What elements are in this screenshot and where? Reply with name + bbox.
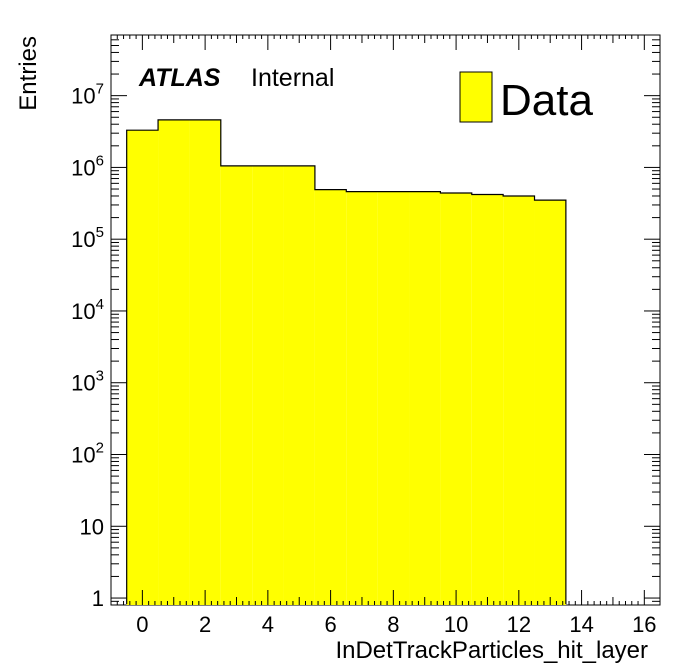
histogram-bin [126,130,159,605]
axis-ticks [110,34,660,606]
x-tick-label: 4 [262,612,274,637]
legend-label: Data [500,76,593,125]
histogram-bin [377,191,410,605]
histogram-bin [189,119,221,605]
x-tick-label: 8 [387,612,399,637]
y-tick-labels: 1 10 102 103 104 105 106 107 [71,81,104,611]
histogram-bin [409,191,441,605]
x-tick-label: 14 [569,612,593,637]
y-tick-label: 104 [71,296,104,324]
x-tick-label: 12 [507,612,531,637]
histogram-bin [503,195,535,605]
y-tick-label: 103 [71,368,104,396]
x-tick-label: 0 [136,612,148,637]
y-tick-label: 107 [71,81,104,109]
histogram-outline [126,119,567,604]
atlas-label-text: Internal [251,64,334,92]
y-tick-label: 102 [71,440,104,468]
histogram-bin [252,165,284,605]
y-tick-label: 106 [71,152,104,180]
histogram-bin [314,189,347,605]
histogram-bin [283,165,315,605]
x-tick-label: 2 [199,612,211,637]
histogram-bin [346,191,378,605]
histogram-bin [440,193,472,605]
histogram-bin [534,200,566,606]
x-tick-label: 16 [632,612,656,637]
histogram-bars [126,119,567,606]
histogram-bin [220,165,253,605]
y-tick-label: 105 [71,224,104,252]
x-axis-title: InDetTrackParticles_hit_layer [335,637,648,664]
y-tick-label: 1 [92,586,104,611]
histogram-bin [158,119,190,605]
histogram-bin [471,194,504,606]
x-tick-labels: 0 2 4 6 8 10 12 14 16 [136,612,656,637]
x-tick-label: 10 [444,612,468,637]
y-axis-title: Entries [15,36,42,111]
x-tick-label: 6 [324,612,336,637]
y-tick-label: 10 [80,514,104,539]
legend-swatch [459,71,493,123]
atlas-label-bold: ATLAS [138,64,221,92]
